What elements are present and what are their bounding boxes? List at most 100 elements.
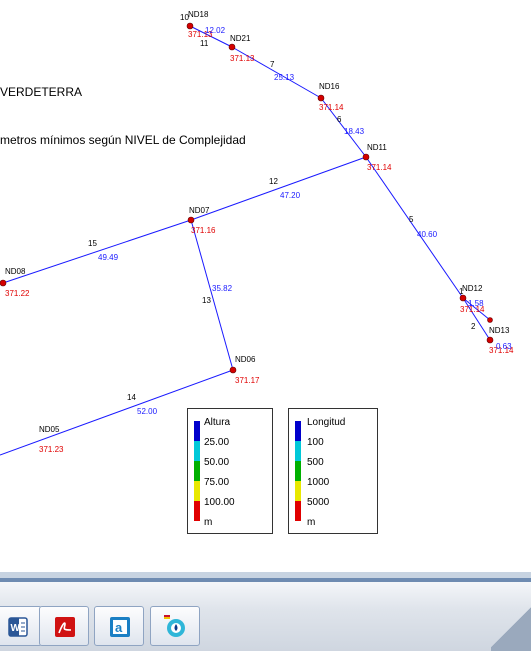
legend-altura-swatch-3 [194,461,200,481]
node-label-nd06: ND06 [235,355,256,364]
link-14[interactable] [0,369,234,456]
node-value-nd08: 371.22 [5,289,30,298]
window-bottom-border [0,572,531,578]
taskbar-word-button[interactable]: W [0,606,42,646]
link-length-15: 49.49 [98,253,119,262]
link-id-5: 5 [409,215,414,224]
link-length-1: 1.58 [468,299,484,308]
node-label-nd18: ND18 [188,10,209,19]
legend-longitud[interactable]: Longitud 100 500 1000 5000 m [288,408,378,534]
taskbar-top-edge [0,578,531,582]
link-id-7: 7 [270,60,275,69]
taskbar: W a [0,582,531,651]
legend-altura-value-4: 100.00 [204,497,235,508]
link-id-15: 15 [88,239,97,248]
node-nd18[interactable] [186,22,194,30]
link-id-6: 6 [337,115,342,124]
link-length-2: 0.63 [496,342,512,351]
link-id-14: 14 [127,393,136,402]
node-nd12[interactable] [459,294,467,302]
node-nd13[interactable] [486,336,494,344]
node-label-nd11: ND11 [367,143,387,152]
legend-altura[interactable]: Altura 25.00 50.00 75.00 100.00 m [187,408,273,534]
link-length-5: 40.60 [417,230,438,239]
project-title: VERDETERRA [0,85,83,99]
node-label-nd05: ND05 [39,425,60,434]
link-1[interactable] [462,297,491,321]
project-subtitle: metros mínimos según NIVEL de Complejida… [0,133,246,147]
link-id-12: 12 [269,177,278,186]
link-length-12: 47.20 [280,191,301,200]
link-7[interactable] [231,46,322,99]
autocad-icon: a [110,617,130,637]
legend-longitud-value-4: 5000 [307,497,330,508]
legend-altura-value-1: 25.00 [204,437,230,448]
link-length-13: 35.82 [212,284,233,293]
network-map[interactable]: ND18 ND21 ND16 ND11 ND07 ND08 ND06 ND05 … [0,0,531,572]
svg-text:a: a [115,620,123,635]
link-length-14: 52.00 [137,407,158,416]
link-length-7: 25.13 [274,73,295,82]
taskbar-epanet-button[interactable] [150,606,200,646]
legend-longitud-value-1: 100 [307,437,324,448]
node-nd08[interactable] [0,279,7,287]
node-value-nd16: 371.14 [319,103,344,112]
node-value-nd11: 371.14 [367,163,392,172]
node-nd13b[interactable] [487,317,493,323]
node-value-nd12: 371.14 [460,305,485,314]
node-nd06[interactable] [229,366,237,374]
link-5[interactable] [365,156,464,299]
node-nd16[interactable] [317,94,325,102]
node-value-nd07: 371.16 [191,226,216,235]
legend-longitud-swatch-3 [295,461,301,481]
legend-altura-value-3: 75.00 [204,477,230,488]
link-id-1: 1 [459,287,464,296]
node-nd21[interactable] [228,43,236,51]
link-15[interactable] [2,219,192,284]
node-label-nd08: ND08 [5,267,26,276]
link-id-10: 10 [180,13,189,22]
legend-altura-swatch-1 [194,421,200,441]
link-12[interactable] [190,156,367,221]
link-id-2: 2 [471,322,476,331]
taskbar-pdf-button[interactable] [39,606,89,646]
link-length-6: 18.43 [344,127,365,136]
word-icon: W [8,617,28,637]
node-value-nd18: 371.13 [188,30,213,39]
link-id-13: 13 [202,296,211,305]
node-nd11[interactable] [362,153,370,161]
taskbar-corner [491,582,531,651]
node-value-nd06: 371.17 [235,376,260,385]
link-id-11: 11 [200,39,209,48]
network-canvas[interactable]: VERDETERRA metros mínimos según NIVEL de… [0,0,531,572]
legend-altura-swatch-4 [194,481,200,501]
epanet-icon [164,615,185,637]
node-value-nd05: 371.23 [39,445,64,454]
legend-longitud-value-2: 500 [307,457,324,468]
link-13[interactable] [190,219,234,371]
link-10[interactable] [189,25,233,48]
node-nd07[interactable] [187,216,195,224]
node-label-nd16: ND16 [319,82,340,91]
node-label-nd13: ND13 [489,326,510,335]
legend-altura-swatch-5 [194,501,200,521]
node-label-nd07: ND07 [189,206,210,215]
legend-altura-value-2: 50.00 [204,457,230,468]
legend-altura-title: Altura [204,417,231,428]
node-value-nd13: 371.14 [489,346,514,355]
legend-longitud-title: Longitud [307,417,346,428]
legend-longitud-swatch-1 [295,421,301,441]
legend-longitud-swatch-4 [295,481,301,501]
taskbar-autocad-button[interactable]: a [94,606,144,646]
link-length-10: 12.02 [205,26,226,35]
node-label-nd12: ND12 [462,284,483,293]
node-label-nd21: ND21 [230,34,251,43]
legend-altura-swatch-2 [194,441,200,461]
pdf-icon [55,617,75,637]
legend-longitud-value-3: 1000 [307,477,330,488]
link-2[interactable] [462,297,491,341]
legend-longitud-swatch-5 [295,501,301,521]
node-value-nd21: 371.13 [230,54,255,63]
legend-longitud-unit: m [307,517,316,528]
link-6[interactable] [320,97,367,158]
